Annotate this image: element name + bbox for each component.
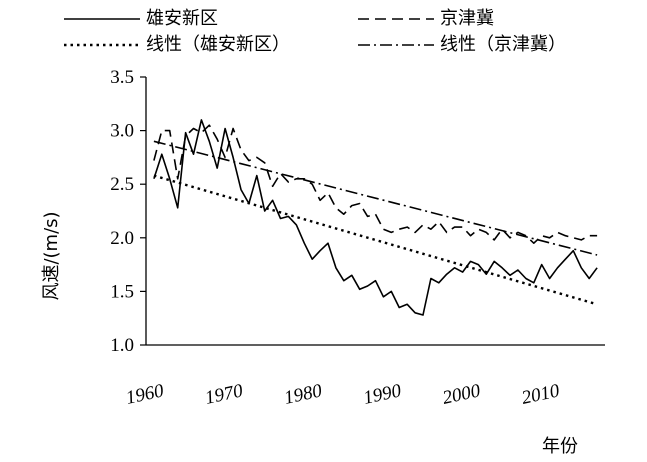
series-line-3	[153, 174, 598, 306]
x-tick-label: 1960	[124, 380, 166, 409]
y-tick-label: 1.0	[110, 335, 134, 356]
series-layer	[153, 119, 598, 316]
y-tick-label: 1.5	[110, 281, 134, 302]
series-line-2	[153, 124, 598, 244]
x-axis-title: 年份	[542, 436, 578, 457]
y-axis-ticks: 1.0 1.5 2.0 2.5 3.0 3.5	[110, 67, 146, 356]
legend-label: 京津冀	[440, 8, 494, 29]
x-axis-ticks: 1960 1970 1980 1990 2000 2010	[124, 380, 562, 409]
series-line-1	[153, 119, 598, 316]
legend-label: 线性（京津冀）	[440, 34, 566, 55]
y-tick-label: 2.5	[110, 174, 134, 195]
x-tick-label: 1990	[362, 380, 404, 409]
legend-label: 雄安新区	[146, 8, 218, 29]
y-axis-title: 风速/(m/s)	[41, 211, 62, 300]
x-tick-label: 1970	[203, 380, 245, 409]
x-tick-label: 2000	[441, 380, 483, 409]
legend-label: 线性（雄安新区）	[146, 34, 290, 55]
y-tick-label: 2.0	[110, 228, 134, 249]
axes	[145, 77, 605, 346]
x-tick-label: 1980	[282, 380, 324, 409]
y-tick-label: 3.5	[110, 67, 134, 88]
y-tick-label: 3.0	[110, 121, 134, 142]
x-tick-label: 2010	[520, 380, 562, 409]
series-line-4	[153, 140, 598, 256]
